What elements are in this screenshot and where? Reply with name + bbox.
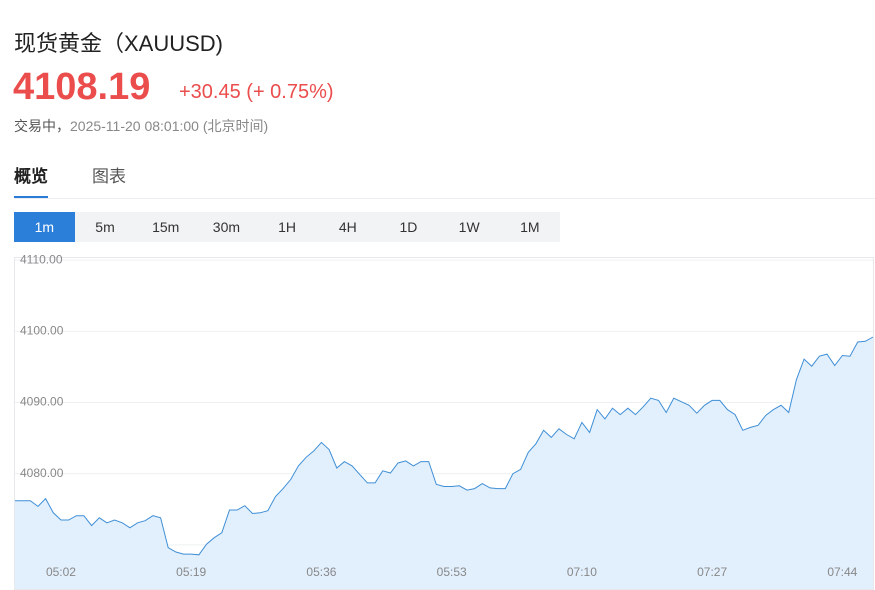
period-button[interactable]: 1W bbox=[458, 219, 480, 235]
area bbox=[15, 337, 873, 589]
y-tick-label: 4080.00 bbox=[20, 466, 64, 480]
y-tick-label: 4100.00 bbox=[20, 323, 64, 337]
trade-status: 交易中， bbox=[14, 118, 70, 134]
period-selector: 1m 5m 15m 30m 1H 4H 1D 1W 1M bbox=[14, 212, 561, 242]
period-button[interactable]: 30m bbox=[212, 219, 241, 235]
x-tick-label: 05:19 bbox=[176, 565, 206, 579]
period-button[interactable]: 1H bbox=[278, 219, 297, 235]
price-change: +30.45 (+ 0.75%) bbox=[179, 81, 334, 103]
period-button[interactable]: 4H bbox=[338, 219, 357, 235]
x-tick-label: 05:53 bbox=[437, 565, 467, 579]
period-button[interactable]: 1M bbox=[520, 219, 540, 235]
x-tick-label: 07:10 bbox=[567, 565, 597, 579]
period-button[interactable]: 5m bbox=[95, 219, 115, 235]
price-line bbox=[15, 336, 874, 556]
period-button[interactable]: 1D bbox=[399, 219, 418, 235]
x-tick-label: 07:27 bbox=[697, 565, 727, 579]
title: 现货黄金（XAUUSD) bbox=[14, 31, 224, 56]
y-tick-label: 4090.00 bbox=[20, 395, 64, 409]
tabs: 概览 图表 bbox=[14, 162, 126, 199]
x-tick-label: 05:02 bbox=[46, 565, 76, 579]
timestamp: 2025-11-20 08:01:00 (北京时间) bbox=[70, 118, 269, 134]
status: 交易中，2025-11-20 08:01:00 (北京时间) bbox=[14, 116, 268, 136]
tab[interactable]: 图表 bbox=[92, 167, 126, 186]
period-button[interactable]: 15m bbox=[152, 219, 180, 235]
price: 4108.19 bbox=[13, 66, 151, 108]
x-tick-label: 07:44 bbox=[827, 565, 857, 579]
period-button[interactable]: 1m bbox=[14, 212, 75, 242]
separator bbox=[14, 198, 875, 199]
y-tick-label: 4110.00 bbox=[20, 252, 63, 266]
x-tick-label: 05:36 bbox=[306, 565, 336, 579]
tab[interactable]: 概览 bbox=[14, 162, 48, 199]
